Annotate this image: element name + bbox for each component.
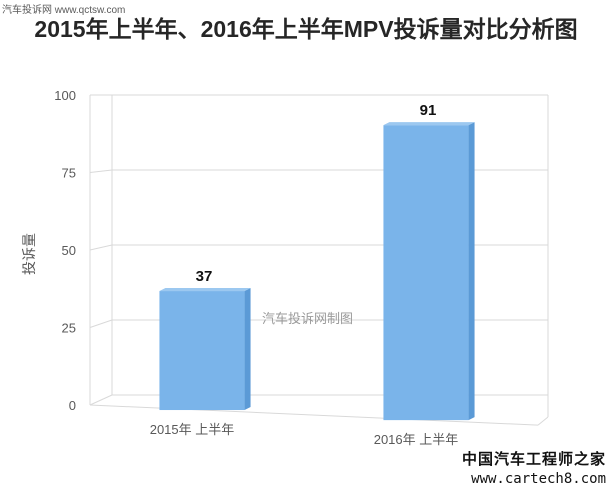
bar-side-0 bbox=[244, 288, 251, 411]
y-axis-label: 投诉量 bbox=[21, 233, 37, 275]
x-tick-label-0: 2015年 上半年 bbox=[150, 422, 235, 437]
y-tick-label-3: 75 bbox=[62, 166, 76, 181]
y-tick-label-4: 100 bbox=[54, 88, 76, 103]
y-tick-label-2: 50 bbox=[62, 243, 76, 258]
watermark-logo: 中国汽车工程师之家 www.cartech8.com bbox=[462, 448, 606, 487]
y-tick-label-0: 0 bbox=[69, 398, 76, 413]
watermark-top: 汽车投诉网 www.qctsw.com bbox=[2, 5, 126, 16]
data-label-1: 91 bbox=[420, 102, 437, 119]
watermark-logo-text: 中国汽车工程师之家 bbox=[461, 450, 606, 468]
bar-top-0 bbox=[159, 288, 251, 292]
bar-side-1 bbox=[468, 122, 475, 421]
y-tick-labels: 0 25 50 75 100 bbox=[54, 88, 76, 413]
gridline-left-0 bbox=[89, 394, 113, 406]
bar-top-1 bbox=[383, 122, 475, 126]
bar-1 bbox=[383, 125, 469, 421]
floor-right-edge bbox=[537, 416, 549, 426]
bars bbox=[159, 122, 475, 421]
watermark-url: www.cartech8.com bbox=[471, 471, 606, 487]
y-tick-label-1: 25 bbox=[62, 321, 76, 336]
data-label-0: 37 bbox=[196, 268, 213, 285]
data-labels: 37 91 bbox=[196, 102, 437, 285]
gridline-left-3 bbox=[89, 169, 113, 173]
gridline-left-2 bbox=[89, 244, 113, 251]
x-tick-labels: 2015年 上半年 2016年 上半年 bbox=[150, 422, 459, 447]
chart-title: 2015年上半年、2016年上半年MPV投诉量对比分析图 bbox=[34, 16, 578, 42]
gridlines bbox=[89, 94, 549, 426]
x-tick-label-1: 2016年 上半年 bbox=[374, 432, 459, 447]
gridline-left-1 bbox=[89, 319, 113, 328]
bar-0 bbox=[159, 291, 245, 411]
watermark-center: 汽车投诉网制图 bbox=[262, 311, 353, 326]
